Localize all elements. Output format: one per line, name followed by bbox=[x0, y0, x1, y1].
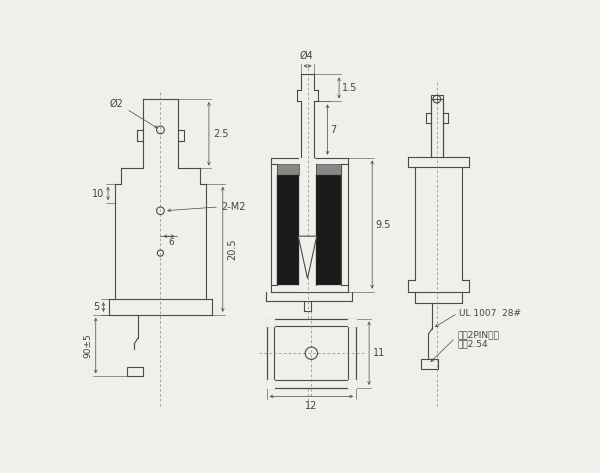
Text: 2.5: 2.5 bbox=[214, 129, 229, 139]
Text: 90±5: 90±5 bbox=[83, 333, 92, 358]
Text: UL 1007  28#: UL 1007 28# bbox=[459, 309, 521, 318]
Bar bbox=[431, 95, 443, 157]
Text: 9.5: 9.5 bbox=[375, 219, 391, 229]
Bar bbox=[266, 318, 356, 388]
Bar bbox=[266, 318, 274, 326]
Text: 10: 10 bbox=[92, 189, 104, 199]
Text: 11: 11 bbox=[373, 348, 385, 358]
Bar bbox=[277, 175, 299, 285]
Bar bbox=[349, 380, 356, 388]
Bar bbox=[274, 326, 349, 380]
Bar bbox=[299, 158, 316, 292]
Polygon shape bbox=[298, 236, 317, 279]
Text: 2-M2: 2-M2 bbox=[221, 202, 246, 212]
Bar bbox=[266, 380, 274, 388]
Text: 20.5: 20.5 bbox=[227, 238, 238, 260]
Text: 1.5: 1.5 bbox=[342, 83, 358, 93]
Text: Ø4: Ø4 bbox=[299, 51, 313, 61]
Bar bbox=[316, 164, 341, 175]
Bar bbox=[421, 359, 439, 368]
Text: 12: 12 bbox=[305, 401, 317, 411]
Bar bbox=[349, 318, 356, 326]
Text: 5: 5 bbox=[94, 302, 100, 312]
Bar bbox=[277, 164, 299, 175]
Text: 6: 6 bbox=[169, 238, 174, 247]
Text: 7: 7 bbox=[331, 125, 337, 135]
Text: 间距2.54: 间距2.54 bbox=[458, 340, 488, 349]
Text: Ø2: Ø2 bbox=[110, 99, 124, 109]
Bar bbox=[127, 367, 143, 377]
Bar bbox=[316, 175, 341, 285]
Text: 白色2PIN端子: 白色2PIN端子 bbox=[458, 330, 500, 339]
